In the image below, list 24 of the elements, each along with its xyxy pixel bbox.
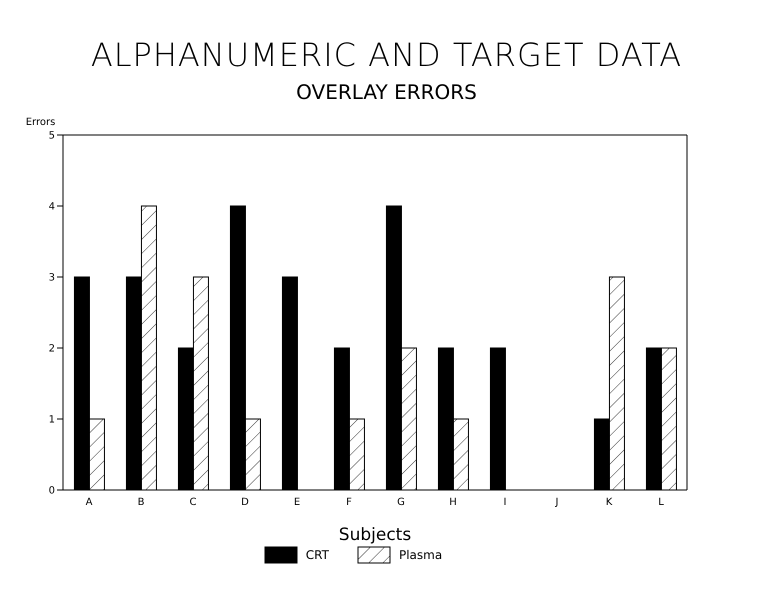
y-tick-label: 1: [48, 414, 55, 426]
x-tick-label: B: [138, 497, 145, 508]
x-tick-label: J: [554, 497, 558, 508]
x-tick-label: G: [397, 497, 405, 508]
x-axis-title: Subjects: [338, 525, 412, 545]
y-tick-label: 2: [48, 344, 55, 355]
x-tick-label: E: [294, 497, 300, 508]
legend-label: CRT: [306, 548, 329, 562]
x-tick-label: K: [606, 497, 613, 508]
legend-label: Plasma: [398, 548, 442, 562]
y-tick-label: 3: [48, 272, 55, 284]
y-axis-title: Errors: [26, 117, 56, 128]
chart-title: ALPHANUMERIC AND TARGET DATA: [90, 35, 684, 74]
x-tick-label: H: [449, 497, 457, 508]
x-tick-label: A: [86, 497, 93, 508]
y-tick-label: 0: [48, 486, 55, 497]
x-tick-label: D: [241, 497, 250, 508]
x-tick-label: L: [658, 497, 664, 508]
x-tick-label: I: [504, 497, 506, 508]
x-tick-label: C: [190, 497, 197, 508]
x-tick-label: F: [346, 497, 352, 508]
y-tick-label: 5: [48, 130, 55, 142]
chart-subtitle: OVERLAY ERRORS: [295, 80, 478, 104]
y-tick-label: 4: [48, 202, 55, 213]
